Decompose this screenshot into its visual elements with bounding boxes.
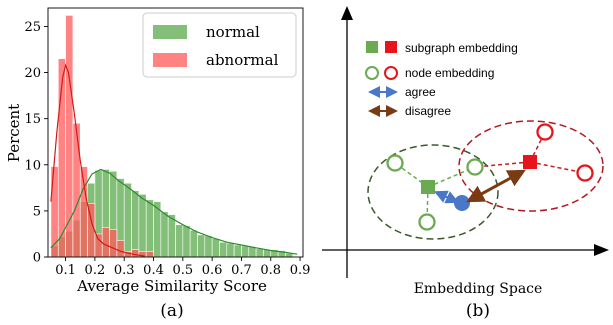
- embedding-diagram: Embedding Space (b) subgraph embedding n…: [322, 6, 609, 321]
- x-tick-label: 0.6: [202, 263, 223, 278]
- normal-bar: [255, 248, 264, 258]
- x-tick-label: 0.4: [143, 263, 164, 278]
- histogram-legend: normal abnormal: [142, 12, 297, 78]
- panel-label-b: (b): [466, 301, 490, 321]
- diagram-x-label: Embedding Space: [414, 281, 543, 297]
- normal-node-embedding: [466, 158, 484, 176]
- legend-swatch-abnormal: [153, 53, 187, 67]
- y-ticks: 0 5 10 15 20 25: [24, 20, 48, 266]
- normal-bar: [160, 211, 169, 258]
- x-ticks: 0.1 0.2 0.3 0.4 0.5 0.6 0.7 0.8 0.9: [55, 257, 310, 278]
- normal-node-embedding: [386, 154, 404, 172]
- normal-node-embedding: [418, 213, 436, 231]
- y-axis-label: Percent: [5, 104, 23, 162]
- x-tick-label: 0.3: [114, 263, 135, 278]
- agree-arrow: [434, 190, 459, 204]
- x-tick-label: 0.9: [290, 263, 311, 278]
- normal-bar: [123, 182, 132, 258]
- abnormal-edges: [474, 131, 586, 174]
- abnormal-cluster-ellipse: [458, 120, 604, 212]
- legend-disagree-label: disagree: [405, 104, 451, 118]
- x-tick-label: 0.8: [260, 263, 281, 278]
- abnormal-bar: [131, 249, 140, 258]
- y-tick-label: 15: [24, 112, 41, 127]
- abnormal-subgraph-embedding: [523, 155, 537, 169]
- abnormal-bar: [116, 240, 125, 258]
- normal-bar: [189, 229, 198, 258]
- legend-node-label: node embedding: [405, 66, 494, 80]
- normal-bar: [219, 241, 228, 258]
- normal-bar: [131, 190, 140, 258]
- y-tick-label: 5: [33, 204, 41, 219]
- abnormal-series: [50, 15, 154, 258]
- normal-bar: [182, 225, 191, 258]
- abnormal-node-embedding: [536, 123, 554, 141]
- legend-swatch-normal: [153, 25, 187, 39]
- histogram-panel: 0.1 0.2 0.3 0.4 0.5 0.6 0.7 0.8 0.9 0 5 10 15 20 25 A…: [5, 7, 310, 321]
- x-tick-label: 0.7: [231, 263, 252, 278]
- y-tick-label: 25: [24, 20, 41, 35]
- normal-bar: [211, 238, 220, 258]
- normal-bar: [145, 199, 154, 258]
- x-tick-label: 0.5: [172, 263, 193, 278]
- x-tick-label: 0.2: [85, 263, 106, 278]
- normal-bar: [175, 224, 184, 258]
- normal-kde-curve: [50, 168, 298, 255]
- legend-subgraph-abnormal-square: [385, 41, 397, 53]
- abnormal-bar: [109, 229, 118, 258]
- abnormal-kde-curve: [50, 63, 145, 257]
- abnormal-bar: [145, 251, 154, 258]
- panel-label-a: (a): [160, 301, 183, 321]
- legend-node-abnormal-circle: [384, 66, 398, 80]
- normal-bar: [248, 246, 257, 258]
- normal-bar: [241, 245, 250, 258]
- normal-bar: [167, 214, 176, 258]
- legend-label-abnormal: abnormal: [206, 51, 279, 69]
- normal-bar: [197, 234, 206, 258]
- y-tick-label: 20: [24, 66, 41, 81]
- normal-bar: [138, 193, 147, 258]
- normal-subgraph-embedding: [421, 180, 435, 194]
- normal-bar: [226, 242, 235, 258]
- legend-subgraph-normal-square: [366, 41, 378, 53]
- legend-node-normal-circle: [365, 66, 379, 80]
- diagram-x-arrowhead: [594, 244, 609, 256]
- plot-frame: [47, 7, 304, 258]
- diagram-y-arrowhead: [341, 6, 353, 20]
- abnormal-node-embedding: [576, 164, 594, 182]
- x-axis-label: Average Similarity Score: [76, 277, 267, 295]
- disagree-arrow: [466, 169, 526, 203]
- abnormal-bar: [94, 233, 103, 258]
- abnormal-bar: [101, 227, 110, 258]
- x-tick-label: 0.1: [55, 263, 76, 278]
- legend-subgraph-label: subgraph embedding: [405, 41, 518, 55]
- query-node-embedding: [454, 195, 470, 211]
- y-tick-label: 10: [24, 158, 41, 173]
- normal-bar: [233, 244, 242, 258]
- normal-bar: [204, 235, 213, 258]
- legend-agree-label: agree: [405, 85, 436, 99]
- legend-label-normal: normal: [206, 23, 260, 41]
- kde-curves: [50, 63, 298, 257]
- abnormal-bar: [72, 122, 81, 258]
- y-tick-label: 0: [33, 251, 41, 266]
